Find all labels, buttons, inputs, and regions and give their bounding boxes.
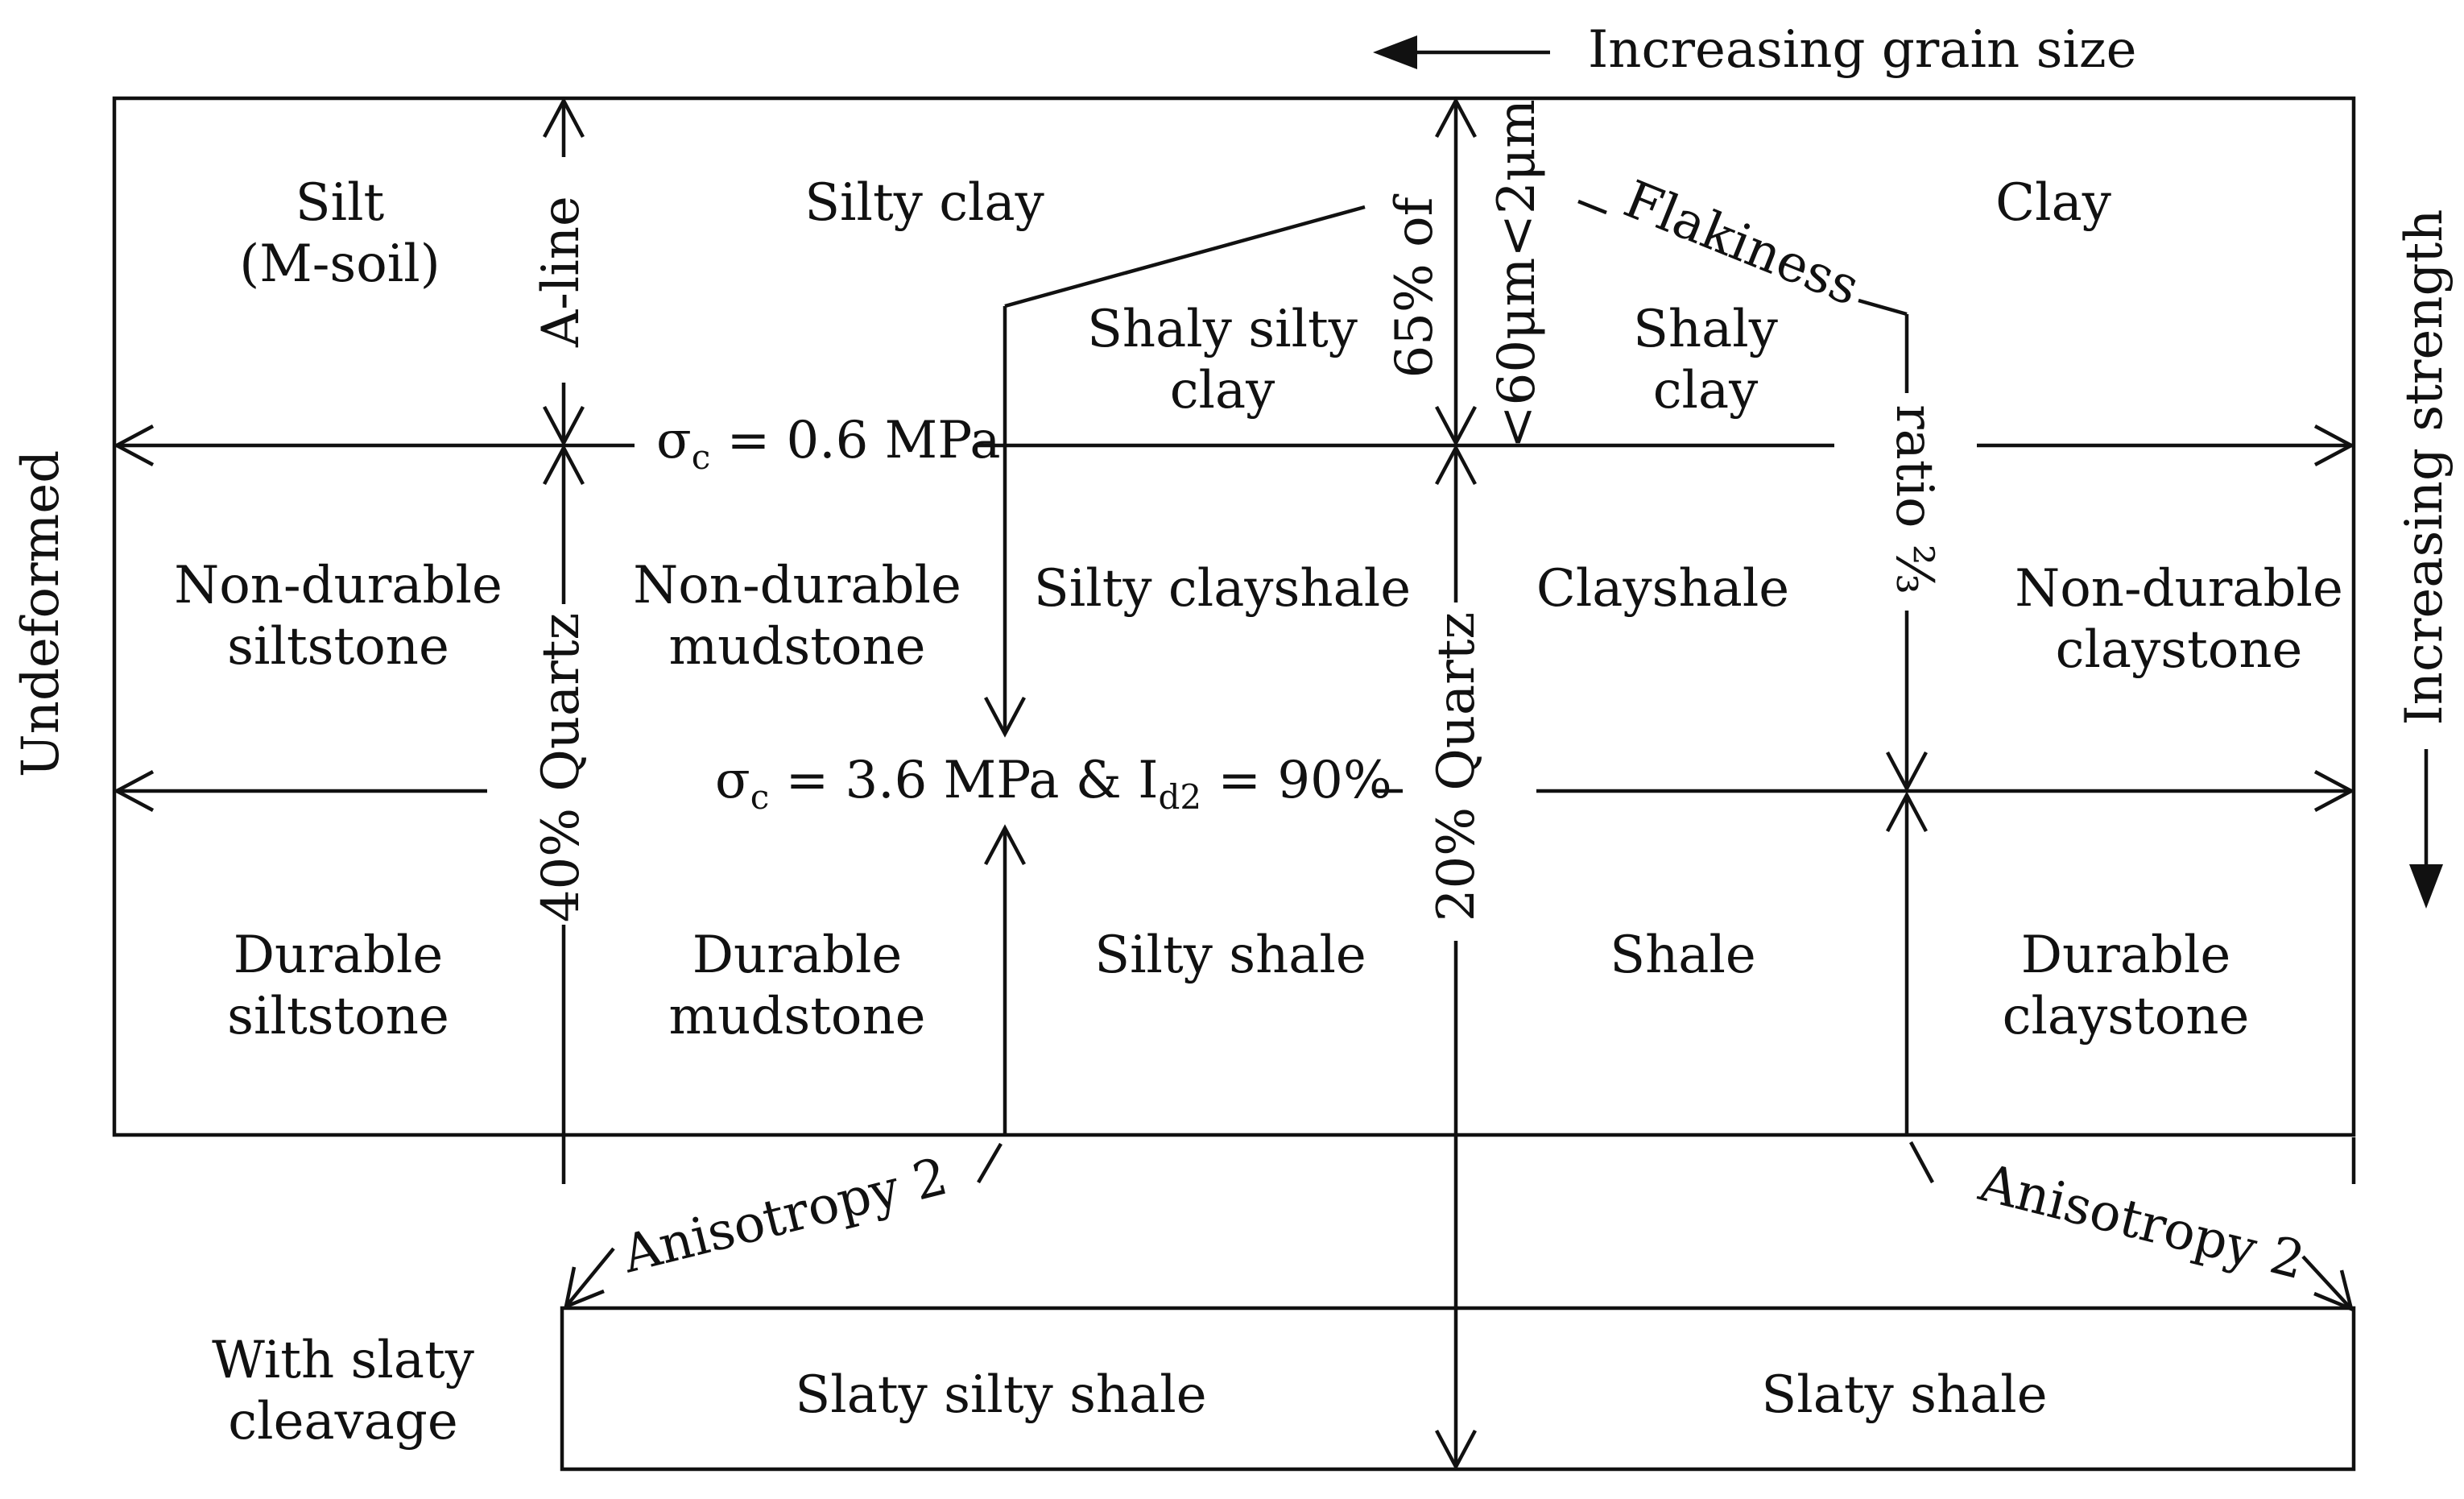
cell-clayshale: Clayshale xyxy=(1536,559,1789,619)
cell-nd-siltstone: Non-durable siltstone xyxy=(174,556,502,677)
clay-content-boundary xyxy=(1435,97,1477,447)
cell-silty-shale: Silty shale xyxy=(1094,925,1366,985)
cell-slaty-silty-shale: Slaty silty shale xyxy=(795,1365,1206,1425)
silty-clay-boundary xyxy=(984,205,1366,738)
cell-d-siltstone: Durable siltstone xyxy=(227,925,449,1046)
slaty-frame xyxy=(560,1306,2356,1472)
cell-slaty-shale: Slaty shale xyxy=(1761,1365,2047,1425)
cell-silty-clayshale: Silty clayshale xyxy=(1034,559,1411,619)
cell-nd-mudstone: Non-durable mudstone xyxy=(633,556,961,677)
grain-size-arrow xyxy=(1373,35,1550,69)
a-line-label: A-line xyxy=(531,196,591,348)
cell-clay: Clay xyxy=(1995,173,2111,233)
a-line-boundary xyxy=(543,97,585,447)
pct65-label: 65% of xyxy=(1385,193,1445,378)
quartz-40-boundary xyxy=(543,444,585,1184)
cell-nd-claystone: Non-durable claystone xyxy=(2015,559,2343,680)
cell-shaly-clay: Shaly clay xyxy=(1633,300,1778,420)
main-frame xyxy=(112,96,2356,1137)
cell-shaly-silty-clay: Shaly silty clay xyxy=(1087,300,1358,420)
quartz-20-boundary xyxy=(1435,444,1477,1471)
cell-d-claystone: Durable claystone xyxy=(2003,925,2250,1046)
cell-shale: Shale xyxy=(1610,925,1756,985)
sigma-0.6-boundary xyxy=(113,424,2355,466)
sigma-3.6-label: σc = 3.6 MPa & Id2 = 90% xyxy=(715,751,1392,817)
anisotropy-right-arrow xyxy=(1909,1141,2354,1312)
cell-silt: Silt (M-soil) xyxy=(239,173,440,294)
undeformed-label: Undeformed xyxy=(11,450,71,777)
clay-size-label: <60μm<2μm xyxy=(1487,99,1547,449)
strength-arrow xyxy=(2409,749,2443,909)
strength-label: Increasing strength xyxy=(2395,209,2454,726)
sigma-3.6-boundary xyxy=(113,770,2355,812)
quartz-40-label: 40% Quartz xyxy=(531,613,591,922)
anisotropy-left-arrow xyxy=(563,1142,1003,1310)
flakiness-label: Flakiness xyxy=(1616,170,1867,318)
mudstone-shale-boundary xyxy=(984,824,1026,1134)
sigma-0.6-label: σc = 0.6 MPa xyxy=(656,411,1001,477)
ratio-label: ratio ⅔ xyxy=(1884,404,1944,594)
flakiness-boundary xyxy=(1577,199,1928,1134)
cell-silty-clay: Silty clay xyxy=(804,173,1044,233)
grain-size-label: Increasing grain size xyxy=(1588,20,2136,80)
cell-d-mudstone: Durable mudstone xyxy=(668,925,925,1046)
with-slaty-cleavage-label: With slaty cleavage xyxy=(212,1331,474,1451)
anisotropy-right-label: Anisotropy 2 xyxy=(1973,1153,2310,1292)
anisotropy-left-label: Anisotropy 2 xyxy=(616,1147,953,1286)
quartz-20-label: 20% Quartz xyxy=(1427,612,1486,921)
